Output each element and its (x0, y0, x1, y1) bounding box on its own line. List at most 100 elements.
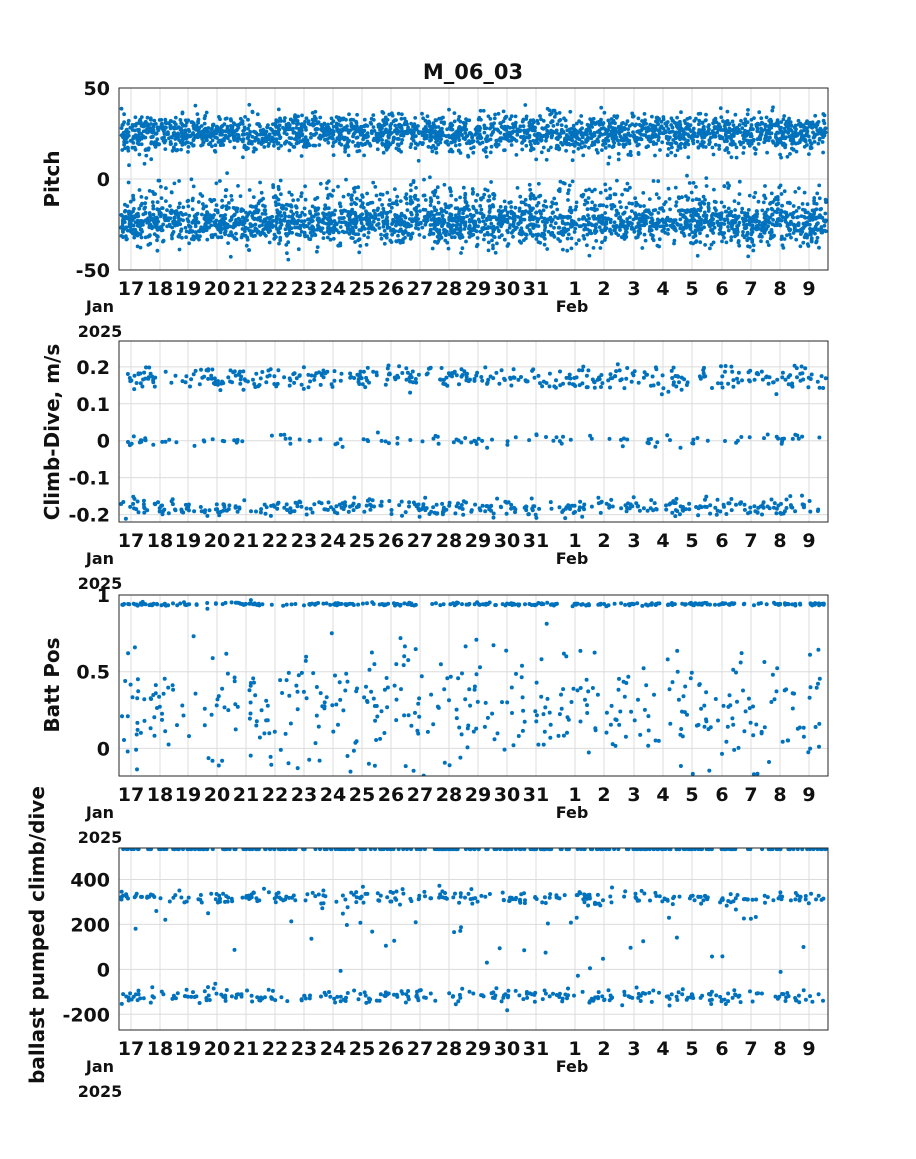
data-point (463, 131, 468, 135)
data-point (186, 150, 190, 154)
data-point (423, 208, 428, 212)
data-point (691, 126, 696, 131)
data-point (352, 131, 357, 136)
data-point (679, 110, 683, 115)
data-point (150, 200, 155, 205)
data-point (601, 142, 605, 147)
data-point (694, 116, 698, 121)
data-point (177, 201, 182, 206)
data-point (647, 229, 652, 233)
data-point (304, 116, 309, 121)
data-point (138, 245, 143, 250)
data-point (360, 195, 365, 199)
data-point (574, 204, 579, 209)
data-point (276, 229, 281, 234)
data-point (384, 147, 389, 152)
data-point (683, 121, 688, 126)
data-point (737, 220, 742, 225)
data-point (356, 141, 360, 146)
data-point (274, 203, 278, 208)
data-point (440, 220, 445, 224)
data-point (656, 211, 661, 215)
data-point (179, 147, 184, 152)
data-point (491, 227, 495, 232)
data-point (459, 251, 463, 255)
data-point (633, 196, 637, 201)
data-point (818, 213, 822, 218)
data-point (720, 135, 725, 140)
data-point (418, 130, 422, 135)
data-point (640, 246, 645, 250)
data-point (812, 208, 817, 213)
data-point (365, 213, 370, 217)
data-point (712, 199, 717, 204)
data-point (141, 129, 146, 134)
data-point (127, 163, 131, 168)
data-point (304, 224, 308, 228)
data-point (766, 138, 771, 143)
data-point (785, 233, 789, 238)
data-point (313, 212, 318, 217)
data-point (775, 210, 779, 215)
data-point (437, 232, 442, 237)
data-point (646, 144, 650, 149)
data-point (374, 193, 379, 198)
data-point (470, 135, 474, 140)
data-point (455, 219, 460, 224)
data-point (450, 218, 455, 223)
data-point (458, 236, 463, 240)
data-point (159, 184, 163, 189)
data-point (381, 111, 386, 115)
data-point (414, 127, 419, 132)
data-point (143, 235, 148, 240)
data-point (685, 173, 689, 178)
data-point (435, 185, 440, 190)
data-point (315, 121, 320, 126)
data-point (204, 137, 209, 142)
data-point (502, 237, 507, 242)
data-point (287, 148, 292, 153)
data-point (698, 240, 703, 245)
data-point (344, 117, 348, 122)
data-point (285, 251, 289, 256)
data-point (748, 134, 753, 139)
data-point (122, 218, 126, 223)
data-point (625, 217, 630, 221)
data-point (546, 148, 551, 153)
data-point (593, 203, 597, 208)
data-point (544, 157, 549, 162)
data-point (193, 103, 198, 108)
data-point (612, 192, 617, 197)
data-point (303, 197, 308, 202)
data-point (421, 116, 425, 121)
data-point (537, 209, 542, 214)
data-point (151, 206, 156, 211)
data-point (533, 128, 537, 133)
data-point (296, 247, 301, 252)
data-point (508, 125, 512, 130)
data-point (250, 229, 255, 234)
data-point (538, 114, 542, 118)
data-point (406, 125, 410, 130)
data-point (394, 223, 398, 228)
data-point (447, 149, 452, 154)
data-point (458, 222, 463, 227)
data-point (702, 210, 707, 215)
data-point (589, 222, 593, 227)
data-point (243, 115, 248, 119)
data-point (156, 128, 161, 133)
data-point (204, 129, 209, 134)
data-point (337, 220, 342, 224)
data-point (726, 150, 731, 155)
data-point (494, 138, 499, 143)
data-point (593, 122, 598, 126)
data-point (219, 221, 223, 226)
data-point (616, 211, 621, 216)
data-point (224, 204, 229, 209)
data-point (181, 205, 186, 210)
data-point (656, 138, 661, 143)
data-point (745, 120, 750, 125)
data-point (788, 152, 792, 156)
data-point (719, 115, 724, 120)
data-point (299, 194, 303, 199)
